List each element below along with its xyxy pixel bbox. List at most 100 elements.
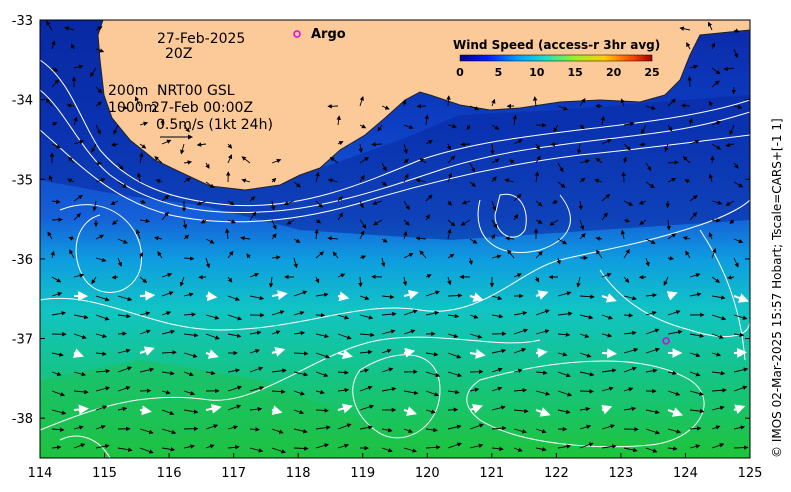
current-arrow (95, 178, 106, 183)
current-arrow (205, 291, 218, 302)
current-arrow (48, 174, 53, 183)
current-arrow (535, 370, 548, 375)
current-arrow (623, 347, 639, 354)
current-arrow (73, 314, 89, 320)
current-arrow (491, 176, 497, 183)
current-arrow (711, 80, 720, 88)
current-arrow (117, 257, 123, 267)
current-arrow (623, 447, 638, 453)
current-arrow (271, 330, 281, 335)
current-arrow (136, 172, 142, 183)
current-arrow (117, 295, 133, 302)
current-arrow (139, 218, 151, 224)
y-axis-ticks: -33 -34 -35 -36 -37 -38 (12, 14, 750, 427)
current-arrow (460, 142, 471, 147)
x-tick-label: 123 (608, 466, 633, 481)
current-arrow (139, 276, 148, 284)
current-arrow (601, 193, 611, 202)
current-arrow (51, 143, 61, 149)
current-arrow (183, 409, 199, 414)
current-arrow (731, 86, 737, 95)
current-arrow (469, 404, 483, 414)
current-arrow (469, 105, 480, 111)
current-arrow (315, 389, 325, 395)
current-arrow (139, 405, 152, 416)
current-arrow (271, 233, 277, 240)
colorbar-tick-label: 15 (568, 66, 583, 79)
current-arrow (579, 389, 594, 394)
current-arrow (557, 390, 573, 397)
current-arrow (579, 352, 592, 358)
current-arrow (205, 349, 219, 359)
product-label: NRT00 GSL (157, 83, 235, 99)
current-arrow (733, 332, 745, 338)
current-arrow (710, 42, 716, 50)
current-arrow (51, 427, 65, 432)
colorbar-tick-label: 0 (456, 66, 464, 79)
current-arrow (95, 314, 110, 321)
current-arrow (576, 143, 582, 155)
plot-frame (39, 19, 751, 459)
current-arrow (447, 424, 462, 430)
current-arrow (711, 276, 721, 283)
current-arrow (667, 370, 677, 376)
current-arrow (205, 162, 210, 169)
current-arrow (117, 313, 131, 319)
current-arrow (359, 200, 364, 209)
current-arrow (95, 86, 103, 94)
current-arrow (491, 425, 507, 431)
current-arrow (111, 142, 119, 147)
current-arrow (711, 247, 717, 259)
current-arrow (534, 171, 540, 183)
current-arrow (535, 251, 543, 259)
current-arrow (469, 292, 484, 302)
current-arrow (687, 76, 692, 88)
current-arrow (513, 273, 522, 278)
argo-float-marker[interactable] (662, 337, 670, 345)
current-arrow (460, 219, 471, 226)
current-arrow (733, 293, 749, 303)
current-arrow (733, 28, 740, 33)
current-arrow (711, 295, 726, 300)
current-arrow (645, 447, 658, 453)
current-arrow (161, 211, 169, 221)
current-arrow (403, 406, 418, 416)
current-arrow (51, 371, 62, 376)
current-arrow (73, 116, 78, 126)
current-arrow (579, 159, 591, 164)
current-arrow (733, 425, 746, 430)
current-arrow (381, 257, 386, 268)
y-tick-label: -33 (12, 14, 33, 29)
current-arrow (359, 175, 365, 183)
current-arrow (447, 407, 459, 412)
current-arrow (95, 48, 105, 53)
current-arrow (293, 238, 301, 243)
current-arrow (601, 348, 618, 359)
current-arrow (733, 314, 748, 320)
scale-label: 0.5m/s (1kt 24h) (156, 117, 273, 133)
current-arrow (491, 295, 503, 301)
current-arrow (623, 218, 631, 223)
current-arrow (329, 156, 339, 164)
current-arrow (535, 390, 551, 396)
ref-time-label: 27-Feb 00:00Z (151, 100, 253, 116)
current-arrow (67, 178, 75, 183)
current-arrow (623, 248, 630, 259)
current-arrow (337, 212, 344, 221)
current-arrow (381, 348, 392, 354)
current-arrow (688, 118, 693, 126)
x-tick-label: 121 (479, 466, 504, 481)
current-arrow (139, 143, 147, 149)
current-arrow (557, 238, 568, 245)
current-arrow (91, 143, 97, 153)
current-arrow (182, 219, 188, 230)
current-arrow (337, 333, 352, 340)
current-arrow (623, 143, 631, 151)
current-arrow (491, 124, 500, 130)
current-arrow (689, 195, 698, 202)
current-arrow (227, 250, 234, 259)
current-arrow (645, 428, 660, 435)
current-arrow (600, 115, 606, 126)
current-arrow (381, 329, 396, 335)
current-arrow (403, 124, 414, 130)
